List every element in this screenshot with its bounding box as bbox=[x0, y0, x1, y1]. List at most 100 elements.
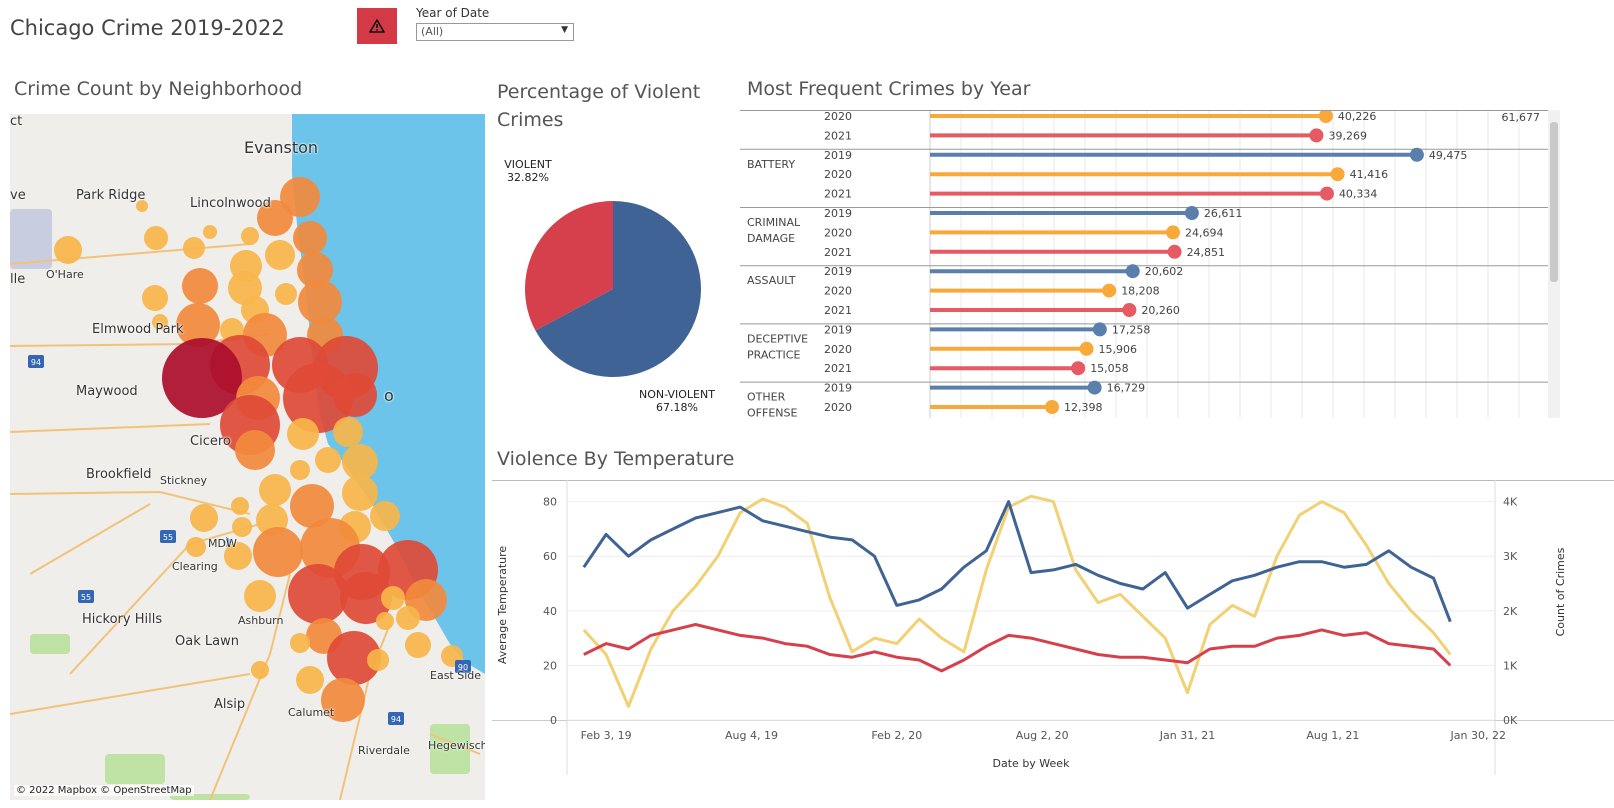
map-place-label: Riverdale bbox=[358, 744, 410, 757]
alert-button[interactable] bbox=[357, 8, 397, 44]
neighborhood-bubble[interactable] bbox=[298, 280, 342, 324]
neighborhood-bubble[interactable] bbox=[290, 633, 310, 653]
neighborhood-bubble[interactable] bbox=[176, 303, 220, 347]
neighborhood-bubble[interactable] bbox=[235, 430, 275, 470]
neighborhood-bubble[interactable] bbox=[287, 418, 319, 450]
map-place-label: Hegewisch bbox=[428, 739, 485, 752]
neighborhood-bubble[interactable] bbox=[259, 474, 291, 506]
series-line-violent[interactable] bbox=[583, 623, 1452, 673]
neighborhood-bubble[interactable] bbox=[370, 501, 400, 531]
year-label: 2019 bbox=[824, 265, 852, 278]
neighborhood-bubble[interactable] bbox=[367, 649, 389, 671]
crime-dot[interactable] bbox=[1409, 147, 1424, 162]
map-place-label: Maywood bbox=[76, 384, 138, 399]
crime-dot[interactable] bbox=[1184, 206, 1199, 220]
neighborhood-bubble[interactable] bbox=[144, 226, 168, 250]
year-label: 2021 bbox=[824, 188, 852, 201]
crime-dot[interactable] bbox=[1087, 380, 1102, 395]
pie-slice-violent[interactable] bbox=[525, 201, 613, 331]
neighborhood-bubble[interactable] bbox=[162, 338, 242, 418]
scrollbar-thumb[interactable] bbox=[1550, 122, 1558, 282]
neighborhood-bubble[interactable] bbox=[183, 237, 205, 259]
crime-dot[interactable] bbox=[1167, 244, 1182, 259]
crime-dot[interactable] bbox=[1079, 341, 1094, 356]
neighborhood-bubble[interactable] bbox=[283, 363, 353, 433]
neighborhood-bubble[interactable] bbox=[315, 447, 341, 473]
neighborhood-bubble[interactable] bbox=[288, 564, 348, 624]
neighborhood-bubble[interactable] bbox=[244, 580, 276, 612]
neighborhood-bubble[interactable] bbox=[275, 283, 297, 305]
crime-map[interactable]: 94 55 55 94 90 ✈ Evanston Park Ridge Lincolnwoo… bbox=[10, 114, 485, 800]
neighborhood-bubble[interactable] bbox=[54, 236, 82, 264]
neighborhood-bubble[interactable] bbox=[182, 268, 218, 304]
map-credit[interactable]: © 2022 Mapbox © OpenStreetMap bbox=[14, 785, 194, 796]
y-right-axis-title: Count of Crimes bbox=[1554, 547, 1567, 636]
neighborhood-bubble[interactable] bbox=[405, 632, 431, 658]
violent-label: VIOLENT bbox=[504, 158, 552, 171]
year-label: 2021 bbox=[824, 129, 852, 142]
neighborhood-bubble[interactable] bbox=[327, 631, 381, 685]
neighborhood-bubble[interactable] bbox=[152, 314, 168, 330]
crime-dot[interactable] bbox=[1125, 264, 1140, 279]
year-filter-dropdown[interactable]: (All) ▼ bbox=[416, 23, 574, 41]
neighborhood-bubble[interactable] bbox=[265, 240, 295, 270]
neighborhood-bubble[interactable] bbox=[136, 200, 148, 212]
frequent-crimes-chart[interactable]: 61,677 2020 40,226 2021 39,269 BATTERY 2019 49,… bbox=[740, 109, 1600, 430]
crime-dot[interactable] bbox=[1071, 361, 1086, 376]
x-axis-title: Date by Week bbox=[993, 757, 1071, 770]
neighborhood-bubble[interactable] bbox=[376, 612, 394, 630]
crime-dot[interactable] bbox=[1122, 303, 1137, 317]
neighborhood-bubble[interactable] bbox=[381, 586, 405, 610]
year-label: 2021 bbox=[824, 304, 852, 317]
neighborhood-bubble[interactable] bbox=[253, 527, 303, 577]
road bbox=[10, 490, 251, 515]
neighborhood-bubble[interactable] bbox=[241, 227, 259, 245]
neighborhood-bubble[interactable] bbox=[396, 606, 420, 630]
crime-value-label: 41,416 bbox=[1350, 168, 1389, 181]
pie-slice-nonviolent[interactable] bbox=[535, 201, 701, 377]
series-line-non-violent[interactable] bbox=[582, 500, 1452, 623]
pie-title: Percentage of Violent Crimes bbox=[497, 81, 701, 131]
neighborhood-bubble[interactable] bbox=[340, 572, 392, 624]
crime-dot[interactable] bbox=[1319, 186, 1334, 201]
crime-dot[interactable] bbox=[1309, 128, 1324, 143]
x-tick-label: Aug 1, 21 bbox=[1306, 729, 1359, 742]
neighborhood-bubble[interactable] bbox=[251, 661, 269, 679]
y-right-tick-label: 3K bbox=[1503, 550, 1518, 563]
dropdown-arrow-icon: ▼ bbox=[561, 25, 568, 35]
year-label: 2021 bbox=[824, 362, 852, 375]
crime-dot[interactable] bbox=[1166, 225, 1181, 240]
neighborhood-bubble[interactable] bbox=[232, 517, 252, 537]
crime-dot[interactable] bbox=[1102, 283, 1117, 298]
neighborhood-bubble[interactable] bbox=[297, 252, 333, 288]
neighborhood-bubble[interactable] bbox=[280, 177, 320, 217]
neighborhood-bubble[interactable] bbox=[257, 200, 293, 236]
violent-percent: 32.82% bbox=[507, 171, 549, 184]
neighborhood-bubble[interactable] bbox=[190, 504, 218, 532]
neighborhood-bubble[interactable] bbox=[231, 497, 249, 515]
neighborhood-bubble[interactable] bbox=[293, 221, 327, 255]
map-canvas[interactable]: 94 55 55 94 90 ✈ bbox=[10, 114, 485, 800]
crime-dot[interactable] bbox=[1318, 109, 1333, 123]
neighborhood-bubble[interactable] bbox=[142, 285, 168, 311]
neighborhood-bubble[interactable] bbox=[333, 417, 363, 447]
crime-dot[interactable] bbox=[1045, 400, 1060, 414]
map-place-label: Cicero bbox=[190, 434, 231, 449]
road bbox=[10, 673, 251, 715]
nonviolent-percent: 67.18% bbox=[656, 401, 698, 414]
neighborhood-bubble[interactable] bbox=[342, 444, 378, 480]
crime-category-label: DECEPTIVE bbox=[747, 332, 808, 345]
neighborhood-bubble[interactable] bbox=[203, 225, 217, 239]
neighborhood-bubble[interactable] bbox=[186, 537, 206, 557]
crime-dot[interactable] bbox=[1330, 167, 1345, 182]
neighborhood-bubble[interactable] bbox=[321, 678, 365, 722]
series-line-temperature[interactable] bbox=[582, 494, 1452, 708]
neighborhood-bubble[interactable] bbox=[290, 460, 310, 480]
neighborhood-bubble[interactable] bbox=[296, 666, 324, 694]
crime-dot[interactable] bbox=[1092, 322, 1107, 337]
y-right-tick-label: 1K bbox=[1503, 659, 1518, 672]
neighborhood-bubble[interactable] bbox=[342, 475, 378, 511]
neighborhood-bubble[interactable] bbox=[224, 542, 252, 570]
neighborhood-bubble[interactable] bbox=[290, 484, 334, 528]
neighborhood-bubble[interactable] bbox=[333, 373, 377, 417]
